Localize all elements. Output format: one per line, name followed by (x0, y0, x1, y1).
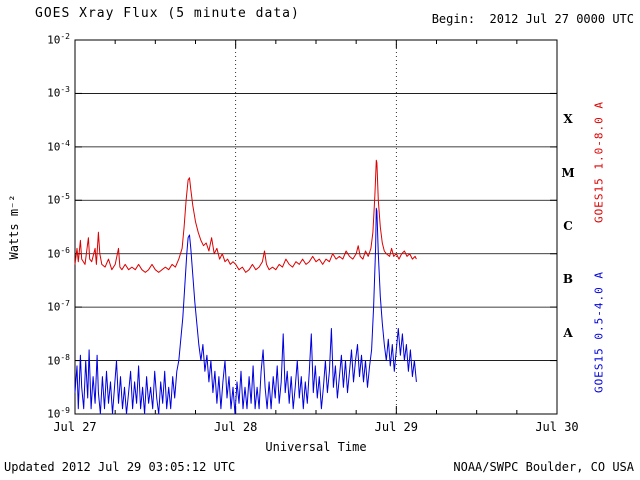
series-label-short-channel: GOES15 0.5-4.0 A (592, 271, 606, 393)
y-tick-label: 10-7 (47, 299, 70, 314)
source-credit: NOAA/SWPC Boulder, CO USA (453, 460, 634, 474)
flare-class-label: X (563, 112, 573, 127)
y-tick-label: 10-4 (47, 138, 70, 154)
flare-class-label: A (563, 325, 573, 340)
flare-class-label: C (563, 219, 573, 233)
page-title: GOES Xray Flux (5 minute data) (35, 6, 300, 21)
x-tick-label: Jul 30 (535, 420, 579, 434)
begin-timestamp: Begin: 2012 Jul 27 0000 UTC (431, 12, 634, 26)
y-tick-label: 10-9 (47, 406, 70, 421)
series-line-short-channel (74, 207, 417, 415)
series-label-long-channel: GOES15 1.0-8.0 A (592, 101, 606, 223)
x-tick-label: Jul 28 (213, 420, 258, 434)
series-line-long-channel (74, 159, 417, 273)
y-tick-label: 10-6 (47, 245, 70, 261)
y-tick-label: 10-8 (47, 352, 70, 368)
updated-timestamp: Updated 2012 Jul 29 03:05:12 UTC (4, 460, 236, 474)
x-tick-label: Jul 27 (53, 420, 97, 434)
x-axis-title: Universal Time (265, 440, 367, 454)
x-tick-label: Jul 29 (374, 420, 418, 434)
plot-frame (74, 39, 558, 415)
flare-class-label: B (562, 272, 574, 287)
y-axis-title: Watts m⁻² (7, 194, 21, 260)
y-tick-label: 10-5 (47, 192, 70, 207)
flare-class-label: M (561, 165, 575, 180)
y-tick-label: 10-3 (47, 85, 70, 101)
y-tick-label: 10-2 (47, 32, 70, 47)
